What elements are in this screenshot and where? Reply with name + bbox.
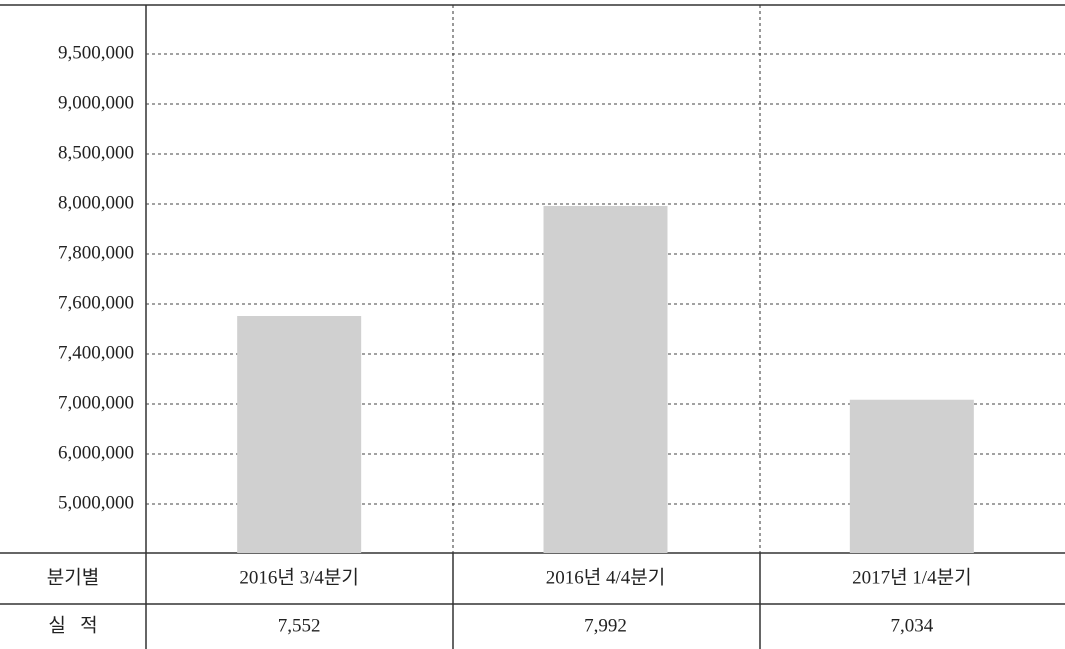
row-label: 실 적 (48, 614, 97, 636)
row-label: 분기별 (47, 566, 99, 588)
y-tick-label: 7,400,000 (58, 342, 134, 363)
bar (237, 316, 362, 553)
y-tick-label: 6,000,000 (58, 442, 134, 463)
y-tick-label: 9,500,000 (58, 42, 134, 63)
y-tick-label: 7,800,000 (58, 242, 134, 263)
value-label: 7,034 (890, 615, 933, 636)
y-tick-label: 9,000,000 (58, 92, 134, 113)
bar (849, 399, 974, 553)
y-tick-label: 7,000,000 (58, 392, 134, 413)
y-tick-label: 5,000,000 (58, 492, 134, 513)
value-label: 7,992 (584, 615, 627, 636)
y-tick-label: 8,000,000 (58, 192, 134, 213)
value-label: 7,552 (278, 615, 321, 636)
bar (543, 206, 668, 553)
category-label: 2016년 4/4분기 (546, 566, 665, 588)
y-tick-label: 8,500,000 (58, 142, 134, 163)
y-tick-label: 7,600,000 (58, 292, 134, 313)
category-label: 2017년 1/4분기 (852, 566, 971, 588)
category-label: 2016년 3/4분기 (239, 566, 358, 588)
